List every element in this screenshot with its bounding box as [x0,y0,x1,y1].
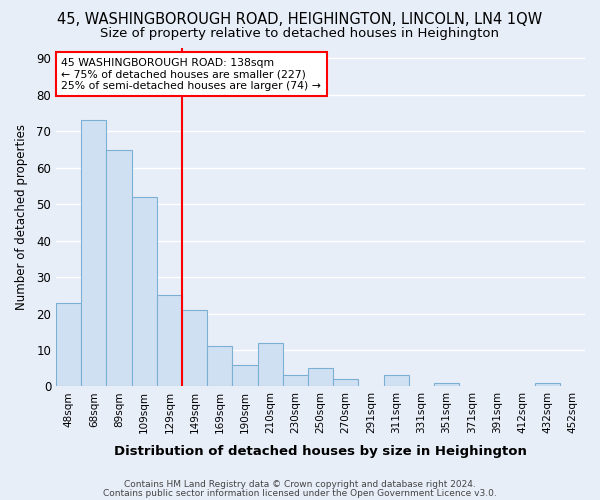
Text: 45, WASHINGBOROUGH ROAD, HEIGHINGTON, LINCOLN, LN4 1QW: 45, WASHINGBOROUGH ROAD, HEIGHINGTON, LI… [58,12,542,28]
Bar [333,379,358,386]
Bar [157,296,182,386]
Bar [308,368,333,386]
Bar [257,342,283,386]
Text: Contains HM Land Registry data © Crown copyright and database right 2024.: Contains HM Land Registry data © Crown c… [124,480,476,489]
X-axis label: Distribution of detached houses by size in Heighington: Distribution of detached houses by size … [114,444,527,458]
Bar [232,364,257,386]
Bar [207,346,232,387]
Text: Size of property relative to detached houses in Heighington: Size of property relative to detached ho… [101,28,499,40]
Text: 45 WASHINGBOROUGH ROAD: 138sqm
← 75% of detached houses are smaller (227)
25% of: 45 WASHINGBOROUGH ROAD: 138sqm ← 75% of … [61,58,321,91]
Bar [283,376,308,386]
Bar [383,376,409,386]
Text: Contains public sector information licensed under the Open Government Licence v3: Contains public sector information licen… [103,488,497,498]
Bar [434,383,459,386]
Bar [106,150,131,386]
Bar [182,310,207,386]
Bar [535,383,560,386]
Y-axis label: Number of detached properties: Number of detached properties [15,124,28,310]
Bar [131,197,157,386]
Bar [81,120,106,386]
Bar [56,302,81,386]
